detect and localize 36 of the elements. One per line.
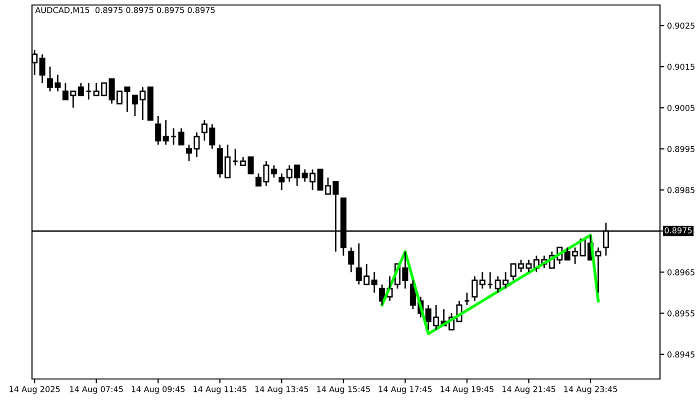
- x-tick-label: 14 Aug 11:45: [194, 386, 246, 394]
- chart-title: AUDCAD,M15 0.8975 0.8975 0.8975 0.8975: [35, 7, 215, 14]
- y-tick-label: 0.8945: [667, 351, 694, 358]
- y-tick-label: 0.8985: [667, 187, 694, 194]
- x-tick-label: 14 Aug 19:45: [440, 386, 494, 394]
- ref-line-label: 0.8975: [664, 227, 692, 234]
- candlestick: [147, 86, 154, 121]
- candlestick: [270, 164, 277, 178]
- x-tick-label: 14 Aug 07:45: [70, 386, 123, 394]
- candlestick: [348, 246, 354, 273]
- candlestick: [472, 276, 478, 302]
- candlestick: [595, 246, 602, 294]
- x-tick-label: 14 Aug 21:45: [502, 386, 556, 394]
- y-tick-label: 0.9005: [667, 104, 694, 111]
- candlestick: [155, 115, 162, 146]
- y-tick-label: 0.9015: [667, 64, 694, 70]
- y-tick-label: 0.9025: [667, 22, 694, 29]
- candlestick: [464, 292, 470, 306]
- candlestick: [39, 54, 46, 84]
- candlestick: [479, 271, 486, 290]
- y-tick-label: 0.8995: [667, 146, 694, 152]
- x-tick-label: 14 Aug 2025: [10, 386, 60, 394]
- x-tick-label: 14 Aug 13:45: [255, 386, 308, 394]
- x-tick-label: 14 Aug 23:45: [564, 386, 617, 394]
- candlestick: [162, 119, 169, 146]
- candlestick: [78, 82, 84, 96]
- x-tick-label: 14 Aug 17:45: [378, 386, 432, 394]
- y-tick-label: 0.8965: [667, 269, 694, 276]
- y-tick-label: 0.8955: [667, 310, 694, 316]
- x-tick-label: 14 Aug 15:45: [317, 386, 370, 394]
- line-series: [380, 234, 600, 336]
- candlestick: [248, 156, 254, 174]
- x-tick-label: 14 Aug 09:45: [132, 386, 185, 394]
- candlestick: [178, 128, 184, 146]
- candlestick: [278, 172, 285, 191]
- candlestick: [371, 271, 378, 294]
